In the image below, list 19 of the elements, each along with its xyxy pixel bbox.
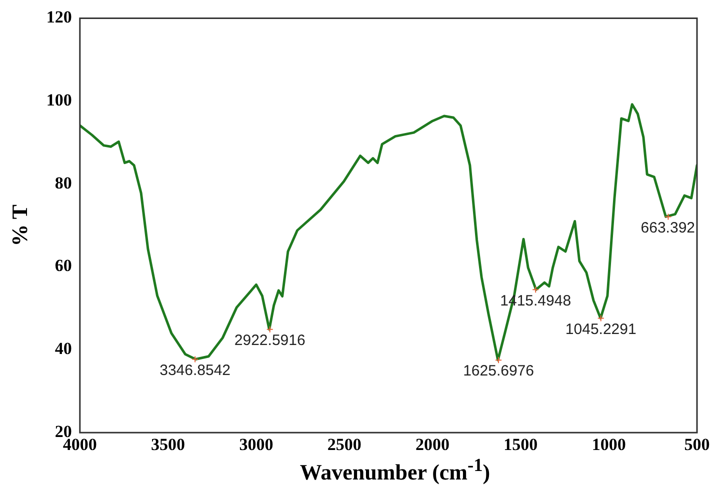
x-tick-label: 500	[684, 435, 710, 454]
annotation: 1625.6976	[463, 362, 534, 380]
x-axis-title: Wavenumber (cm$^{-1}$)	[298, 455, 492, 486]
y-tick-label: 100	[46, 90, 72, 110]
y-tick-label: 60	[54, 256, 72, 276]
x-tick-label: 3500	[151, 435, 186, 454]
x-tick-label: 1000	[592, 435, 626, 454]
annotation: 2922.5916	[234, 332, 306, 350]
x-tick-label: 3000	[239, 435, 274, 454]
y-tick-label: 80	[54, 173, 72, 192]
y-axis-title: % T	[6, 204, 32, 246]
y-tick-label: 120	[46, 8, 72, 27]
x-tick-label: 2500	[327, 435, 362, 454]
annotation: 663.392	[640, 219, 696, 236]
annotation: 1045.2291	[565, 320, 636, 338]
annotation: 3346.8542	[160, 362, 231, 379]
x-tick-label: 2000	[416, 435, 450, 454]
x-tick-label: 1500	[504, 435, 538, 454]
y-tick-label: 40	[54, 339, 72, 358]
